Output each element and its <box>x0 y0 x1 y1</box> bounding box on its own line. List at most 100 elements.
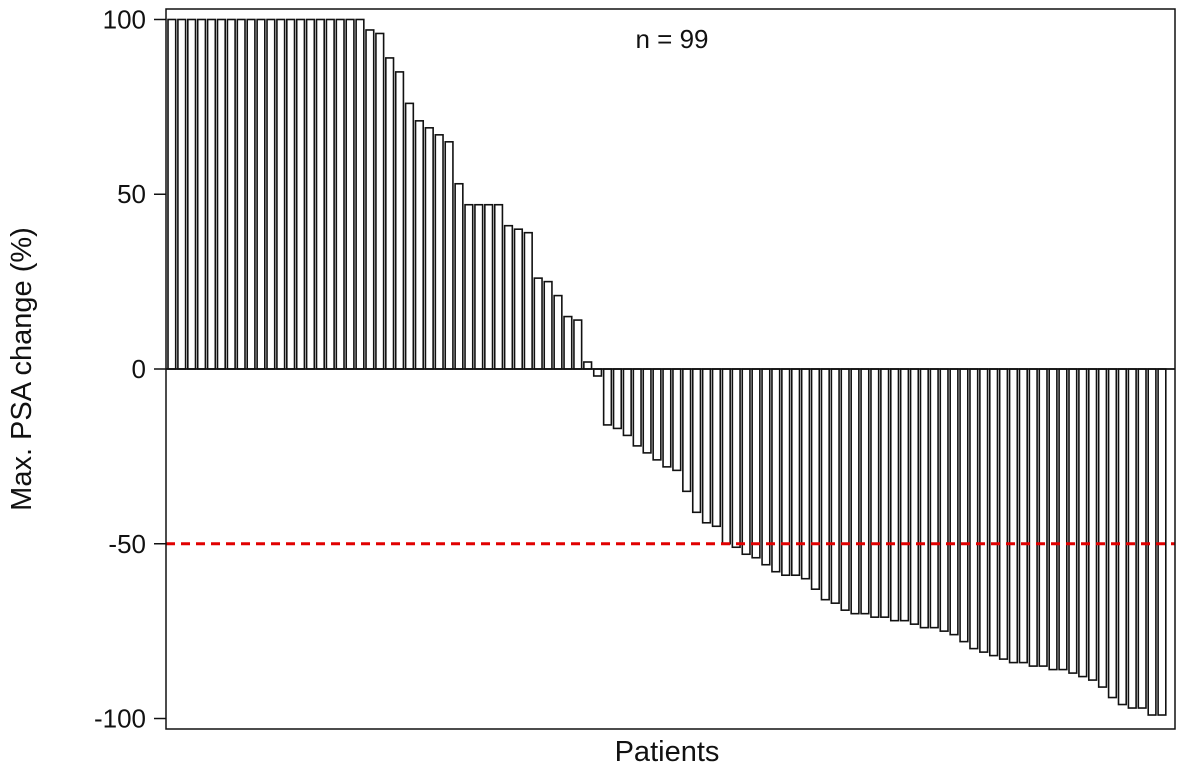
bar-91 <box>1058 368 1068 671</box>
bar-23 <box>385 57 395 370</box>
bar-93 <box>1078 368 1088 678</box>
bar-2 <box>177 18 187 370</box>
bar-50 <box>652 368 662 461</box>
bar-32 <box>474 203 484 370</box>
bar-72 <box>870 368 880 618</box>
bar-34 <box>493 203 504 370</box>
bar-36 <box>513 228 524 370</box>
bar-41 <box>563 315 573 370</box>
bar-54 <box>691 368 702 514</box>
y-tick-label-50: 50 <box>117 179 146 209</box>
bar-3 <box>187 18 197 370</box>
bar-58 <box>731 368 741 549</box>
bar-59 <box>741 368 751 556</box>
bar-101 <box>1157 368 1167 716</box>
bar-44 <box>592 368 603 377</box>
bar-6 <box>216 18 226 370</box>
bar-52 <box>672 368 682 472</box>
bar-26 <box>414 120 425 370</box>
bar-24 <box>394 71 405 370</box>
bar-78 <box>929 368 939 629</box>
bar-30 <box>454 182 464 370</box>
bar-15 <box>305 18 316 370</box>
bar-56 <box>711 368 722 528</box>
bar-8 <box>236 18 246 370</box>
bar-7 <box>226 18 236 370</box>
bar-90 <box>1048 368 1058 671</box>
bar-87 <box>1018 368 1028 664</box>
bar-5 <box>206 18 217 370</box>
y-axis-title: Max. PSA change (%) <box>6 227 38 511</box>
bar-86 <box>1008 368 1019 664</box>
bar-17 <box>325 18 335 370</box>
bar-11 <box>266 18 276 370</box>
bar-95 <box>1097 368 1108 688</box>
bar-37 <box>523 231 533 370</box>
bar-80 <box>949 368 959 636</box>
bar-70 <box>850 368 860 615</box>
y-tick-label--100: -100 <box>94 704 146 734</box>
bar-96 <box>1107 368 1118 699</box>
bar-38 <box>533 277 543 370</box>
bar-28 <box>434 134 444 370</box>
bar-65 <box>800 368 811 580</box>
bar-67 <box>820 368 830 601</box>
bar-22 <box>375 32 385 370</box>
bar-94 <box>1087 368 1098 681</box>
x-axis-title: Patients <box>615 736 720 768</box>
bar-10 <box>256 18 266 370</box>
bar-9 <box>246 18 256 370</box>
y-axis: 100 50 0 -50 -100 <box>94 4 166 734</box>
bar-25 <box>404 102 415 370</box>
bar-75 <box>899 368 910 622</box>
bar-46 <box>612 368 623 430</box>
bar-4 <box>196 18 207 370</box>
bar-97 <box>1117 368 1127 706</box>
bar-19 <box>345 18 355 370</box>
bar-92 <box>1068 368 1078 674</box>
bar-16 <box>315 18 326 370</box>
bar-14 <box>295 18 306 370</box>
bar-51 <box>662 368 672 468</box>
bar-69 <box>840 368 850 611</box>
bar-20 <box>355 18 365 370</box>
bar-48 <box>632 368 642 447</box>
bar-40 <box>553 294 563 370</box>
bar-53 <box>682 368 692 493</box>
bar-74 <box>889 368 900 622</box>
bar-82 <box>969 368 979 650</box>
bar-83 <box>979 368 989 653</box>
bar-49 <box>642 368 652 454</box>
bar-42 <box>573 319 583 370</box>
bar-89 <box>1038 368 1048 667</box>
bar-55 <box>701 368 712 524</box>
bar-100 <box>1147 368 1157 716</box>
bar-12 <box>276 18 286 370</box>
bar-1 <box>167 18 177 370</box>
bar-71 <box>860 368 870 615</box>
bar-18 <box>335 18 345 370</box>
bar-13 <box>286 18 296 370</box>
y-tick-label--50: -50 <box>108 529 146 559</box>
bar-81 <box>959 368 969 643</box>
bar-98 <box>1127 368 1137 709</box>
sample-size-annotation: n = 99 <box>635 24 708 54</box>
bar-66 <box>810 368 821 590</box>
bar-27 <box>424 127 434 370</box>
bar-73 <box>880 368 890 618</box>
bar-21 <box>365 29 375 370</box>
bar-68 <box>830 368 840 604</box>
bar-45 <box>602 368 613 426</box>
bar-31 <box>464 203 474 370</box>
bar-84 <box>988 368 999 657</box>
bar-60 <box>751 368 761 559</box>
bar-85 <box>998 368 1009 660</box>
bar-47 <box>622 368 632 437</box>
bar-99 <box>1137 368 1147 709</box>
bar-57 <box>721 368 731 545</box>
bar-33 <box>484 203 494 370</box>
bar-88 <box>1028 368 1038 667</box>
bar-29 <box>444 141 454 370</box>
bar-43 <box>583 361 593 370</box>
